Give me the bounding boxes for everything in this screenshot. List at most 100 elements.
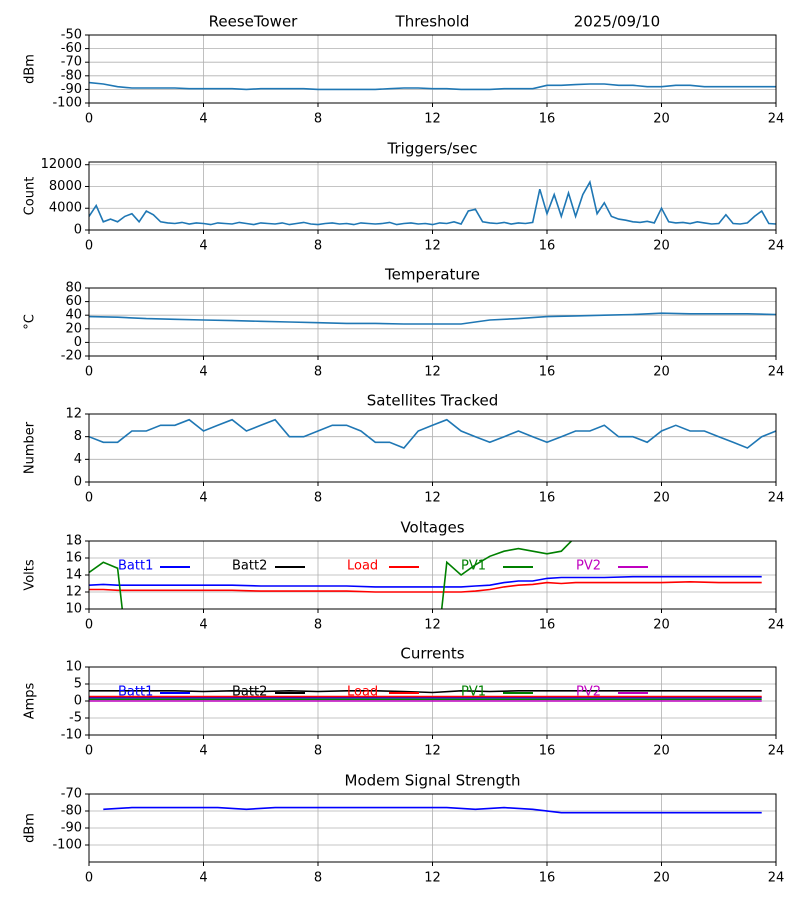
x-tick-label: 24 xyxy=(768,618,785,633)
chart-title: Voltages xyxy=(400,519,464,537)
chart-title-left: ReeseTower xyxy=(209,13,299,31)
x-tick-label: 0 xyxy=(85,365,93,380)
data-line xyxy=(89,689,762,694)
y-tick-label: -20 xyxy=(61,349,82,364)
x-tick-label: 0 xyxy=(85,239,93,254)
chart-title: Modem Signal Strength xyxy=(345,772,521,790)
x-tick-label: 16 xyxy=(539,871,556,886)
x-tick-label: 8 xyxy=(314,239,322,254)
y-axis-label: Volts xyxy=(23,559,38,591)
legend-label: PV2 xyxy=(576,559,601,574)
x-tick-label: 20 xyxy=(653,239,670,254)
y-tick-label: 0 xyxy=(74,335,82,350)
y-tick-label: 18 xyxy=(65,534,82,549)
x-tick-label: 20 xyxy=(653,112,670,127)
y-tick-label: 5 xyxy=(74,677,82,692)
panel: 0 4 8 12 16 20 24 -100 -90 -80 -70 Modem Signal Str… xyxy=(23,772,785,886)
y-tick-label: -60 xyxy=(61,41,82,56)
y-tick-label: 8 xyxy=(74,429,82,444)
data-line xyxy=(89,541,573,609)
legend-label: Load xyxy=(347,685,378,700)
panel: 0 4 8 12 16 20 24 -10 -5 0 5 10 Batt1 Batt2 Load PV1 PV2… xyxy=(23,645,785,759)
chart-title: Threshold xyxy=(395,13,470,31)
y-tick-label: 16 xyxy=(65,551,82,566)
y-tick-label: 12000 xyxy=(41,157,82,172)
x-tick-label: 24 xyxy=(768,491,785,506)
chart-title: Satellites Tracked xyxy=(367,392,498,410)
y-tick-label: -90 xyxy=(61,82,82,97)
y-tick-label: -5 xyxy=(69,711,82,726)
legend-label: PV1 xyxy=(461,685,486,700)
x-tick-label: 4 xyxy=(199,365,207,380)
y-tick-label: -90 xyxy=(61,821,82,836)
y-axis-label: Amps xyxy=(23,682,38,719)
data-line xyxy=(89,81,776,91)
x-tick-label: 16 xyxy=(539,744,556,759)
x-tick-label: 0 xyxy=(85,112,93,127)
panel: 0 4 8 12 16 20 24 -100-90-80-70-60-50 Threshold R… xyxy=(23,13,785,127)
y-tick-label: -100 xyxy=(52,838,82,853)
data-line xyxy=(89,418,776,449)
x-tick-label: 24 xyxy=(768,871,785,886)
x-tick-label: 12 xyxy=(424,112,441,127)
axes-frame xyxy=(88,413,777,483)
y-tick-label: 80 xyxy=(65,281,82,296)
x-tick-label: 8 xyxy=(314,491,322,506)
data-line xyxy=(89,312,776,325)
x-tick-label: 8 xyxy=(314,365,322,380)
x-tick-label: 16 xyxy=(539,365,556,380)
x-tick-label: 0 xyxy=(85,871,93,886)
x-tick-label: 4 xyxy=(199,491,207,506)
chart-title-right: 2025/09/10 xyxy=(574,13,660,31)
y-tick-label: -80 xyxy=(61,68,82,83)
legend-label: Load xyxy=(347,559,378,574)
data-line xyxy=(89,179,776,226)
y-tick-label: 0 xyxy=(74,223,82,238)
x-tick-label: 24 xyxy=(768,365,785,380)
y-tick-label: 14 xyxy=(65,568,82,583)
x-tick-label: 24 xyxy=(768,744,785,759)
x-tick-label: 8 xyxy=(314,871,322,886)
panel: 0 4 8 12 16 20 24 0 4000 8000 12000 Triggers/sec Cou… xyxy=(23,140,785,254)
legend-label: PV2 xyxy=(576,685,601,700)
x-tick-label: 16 xyxy=(539,112,556,127)
legend-label: Batt2 xyxy=(232,559,267,574)
legend-label: PV1 xyxy=(461,559,486,574)
axes-frame xyxy=(88,287,777,357)
x-tick-label: 8 xyxy=(314,744,322,759)
y-tick-label: 4 xyxy=(74,452,82,467)
x-tick-label: 24 xyxy=(768,239,785,254)
y-axis-label: dBm xyxy=(23,813,38,843)
x-tick-label: 20 xyxy=(653,365,670,380)
x-tick-label: 24 xyxy=(768,112,785,127)
x-tick-label: 20 xyxy=(653,871,670,886)
x-tick-label: 20 xyxy=(653,491,670,506)
x-tick-label: 4 xyxy=(199,239,207,254)
x-tick-label: 8 xyxy=(314,112,322,127)
x-tick-label: 0 xyxy=(85,491,93,506)
x-tick-label: 12 xyxy=(424,618,441,633)
x-tick-label: 4 xyxy=(199,618,207,633)
legend-label: Batt1 xyxy=(118,685,153,700)
y-tick-label: -70 xyxy=(61,55,82,70)
y-tick-label: 10 xyxy=(65,602,82,617)
data-line xyxy=(103,806,762,814)
x-tick-label: 8 xyxy=(314,618,322,633)
x-tick-label: 12 xyxy=(424,365,441,380)
x-tick-label: 20 xyxy=(653,618,670,633)
y-tick-label: -100 xyxy=(52,96,82,111)
y-axis-label: Number xyxy=(23,421,38,474)
x-tick-label: 4 xyxy=(199,871,207,886)
y-tick-label: 8000 xyxy=(49,179,82,194)
axes-frame xyxy=(88,540,777,610)
x-tick-label: 16 xyxy=(539,239,556,254)
x-tick-label: 12 xyxy=(424,239,441,254)
axes-frame xyxy=(88,161,777,231)
y-tick-label: 0 xyxy=(74,694,82,709)
y-tick-label: 12 xyxy=(65,407,82,422)
x-tick-label: 0 xyxy=(85,744,93,759)
x-tick-label: 4 xyxy=(199,112,207,127)
x-tick-label: 12 xyxy=(424,744,441,759)
